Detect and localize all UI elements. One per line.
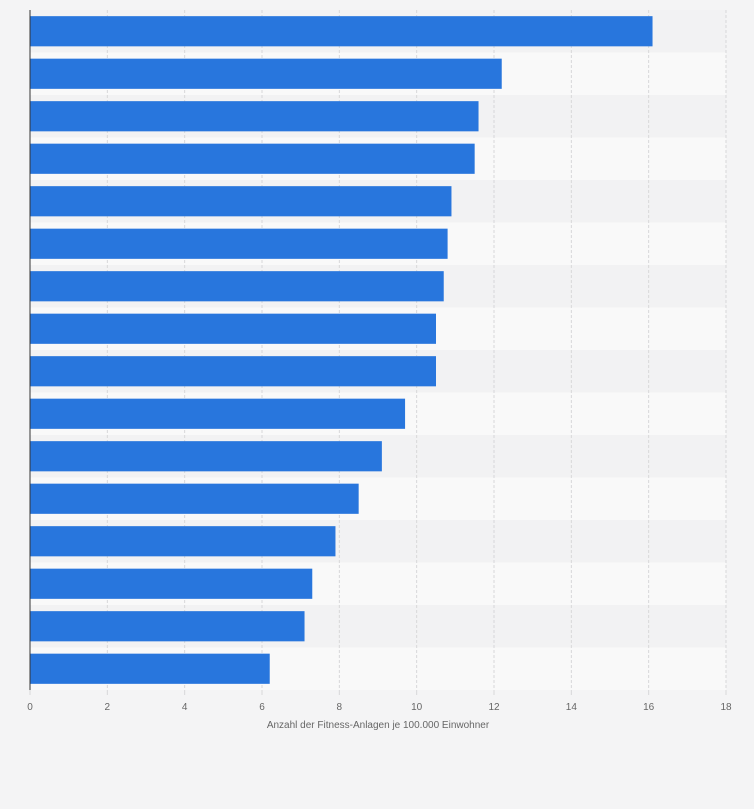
- bar[interactable]: [30, 313, 436, 344]
- x-tick-label: 4: [182, 702, 188, 713]
- x-tick-label: 6: [259, 702, 265, 713]
- bar[interactable]: [30, 186, 452, 217]
- x-axis-title: Anzahl der Fitness-Anlagen je 100.000 Ei…: [267, 720, 490, 731]
- bar[interactable]: [30, 58, 502, 89]
- bars: [30, 16, 653, 684]
- x-tick-label: 10: [411, 702, 423, 713]
- bar[interactable]: [30, 398, 406, 429]
- x-tick-label: 16: [643, 702, 655, 713]
- bar[interactable]: [30, 143, 475, 174]
- x-axis-ticks: 0 2 4 6 8 10 12 14 16 18: [27, 690, 732, 713]
- bar[interactable]: [30, 568, 313, 599]
- bar[interactable]: [30, 271, 444, 302]
- bar[interactable]: [30, 483, 359, 514]
- bar[interactable]: [30, 228, 448, 259]
- bar[interactable]: [30, 611, 305, 642]
- x-tick-label: 8: [337, 702, 343, 713]
- x-tick-label: 18: [720, 702, 732, 713]
- bar[interactable]: [30, 356, 436, 387]
- x-tick-label: 12: [488, 702, 500, 713]
- bar[interactable]: [30, 101, 479, 132]
- bar[interactable]: [30, 526, 336, 557]
- bar[interactable]: [30, 441, 382, 472]
- x-tick-label: 2: [105, 702, 111, 713]
- bar[interactable]: [30, 653, 270, 684]
- x-tick-label: 0: [27, 702, 33, 713]
- x-tick-label: 14: [566, 702, 578, 713]
- bar[interactable]: [30, 16, 653, 47]
